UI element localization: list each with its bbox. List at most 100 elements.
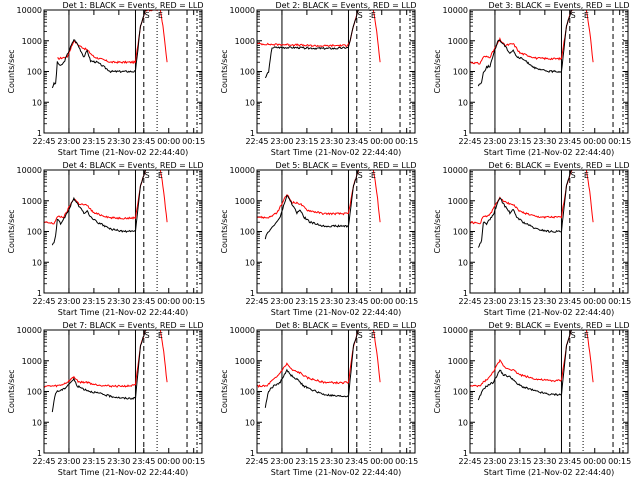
x-tick-label: 23:45 <box>132 297 155 306</box>
y-tick-label: 10 <box>32 418 42 427</box>
x-tick-label: 22:45 <box>32 137 55 146</box>
plot-frame <box>43 9 203 134</box>
plot-frame <box>469 329 629 454</box>
x-tick-label: 00:00 <box>370 297 393 306</box>
x-tick-label: 00:15 <box>608 137 631 146</box>
detector-panel: Det 5: BLACK = Events, RED = LLD Counts/s… <box>220 161 418 317</box>
detector-panel: Det 9: BLACK = Events, RED = LLD Counts/s… <box>433 321 631 477</box>
lld-series-line <box>257 330 381 388</box>
x-tick-label: 23:15 <box>508 457 531 466</box>
plot-frame <box>469 9 629 134</box>
x-tick-label: 23:45 <box>132 457 155 466</box>
panel-title: Det 5: BLACK = Events, RED = LLD <box>276 161 417 170</box>
lld-series-line <box>470 330 594 388</box>
detector-panel: Det 6: BLACK = Events, RED = LLD Counts/s… <box>433 161 631 317</box>
x-tick-label: 22:45 <box>32 457 55 466</box>
x-tick-label: 23:15 <box>82 137 105 146</box>
plot-frame <box>469 169 629 294</box>
start-marker-label: S <box>145 11 150 20</box>
panel-title: Det 4: BLACK = Events, RED = LLD <box>63 161 204 170</box>
y-tick-label: 1 <box>37 449 42 458</box>
end-marker-label: E <box>584 11 589 20</box>
x-tick-label: 23:45 <box>132 137 155 146</box>
events-series-line <box>264 330 359 408</box>
plot-frame <box>256 329 416 454</box>
x-tick-label: 00:00 <box>583 137 606 146</box>
y-tick-label: 10000 <box>443 6 468 15</box>
x-tick-label: 22:45 <box>245 137 268 146</box>
x-tick-label: 00:00 <box>157 457 180 466</box>
y-tick-label: 10 <box>458 98 468 107</box>
x-axis-label: Start Time (21-Nov-02 22:44:40) <box>58 468 188 477</box>
y-tick-label: 100 <box>240 228 255 237</box>
x-tick-label: 23:00 <box>270 137 293 146</box>
x-tick-label: 00:15 <box>182 457 205 466</box>
panel-title: Det 3: BLACK = Events, RED = LLD <box>489 1 630 10</box>
x-tick-label: 23:15 <box>295 297 318 306</box>
x-tick-label: 23:45 <box>558 297 581 306</box>
panel-title: Det 7: BLACK = Events, RED = LLD <box>63 321 204 330</box>
end-marker-label: E <box>584 331 589 340</box>
x-axis-label: Start Time (21-Nov-02 22:44:40) <box>271 148 401 157</box>
start-marker-label: S <box>571 11 576 20</box>
x-axis-label: Start Time (21-Nov-02 22:44:40) <box>58 148 188 157</box>
y-tick-label: 1000 <box>448 197 468 206</box>
y-axis-label: Counts/sec <box>220 209 229 253</box>
panel-title: Det 9: BLACK = Events, RED = LLD <box>489 321 630 330</box>
y-tick-label: 10 <box>458 418 468 427</box>
x-tick-label: 00:00 <box>583 297 606 306</box>
y-tick-label: 100 <box>453 68 468 77</box>
x-tick-label: 23:45 <box>558 137 581 146</box>
lld-series-line <box>57 10 168 65</box>
events-series-line <box>51 170 146 246</box>
start-marker-label: S <box>358 171 363 180</box>
y-axis-label: Counts/sec <box>7 209 16 253</box>
end-marker-label: E <box>371 331 376 340</box>
events-series-line <box>477 10 572 87</box>
lld-series-line <box>44 170 168 225</box>
x-tick-label: 23:00 <box>57 457 80 466</box>
x-tick-label: 00:00 <box>370 137 393 146</box>
end-marker-label: E <box>371 171 376 180</box>
detector-panel: Det 2: BLACK = Events, RED = LLD Counts/s… <box>220 1 418 157</box>
x-axis-label: Start Time (21-Nov-02 22:44:40) <box>271 468 401 477</box>
x-tick-label: 23:00 <box>483 457 506 466</box>
events-series-line <box>264 10 359 79</box>
y-tick-label: 1 <box>37 129 42 138</box>
x-tick-label: 23:00 <box>483 297 506 306</box>
y-tick-label: 10000 <box>443 326 468 335</box>
x-tick-label: 23:15 <box>82 297 105 306</box>
detector-panel: Det 7: BLACK = Events, RED = LLD Counts/s… <box>7 321 205 477</box>
lld-series-line <box>470 170 594 225</box>
x-tick-label: 00:00 <box>157 297 180 306</box>
y-axis-label: Counts/sec <box>220 369 229 413</box>
x-tick-label: 00:15 <box>608 297 631 306</box>
end-marker-label: E <box>158 331 163 340</box>
detector-panel: Det 4: BLACK = Events, RED = LLD Counts/s… <box>7 161 205 317</box>
y-tick-label: 10 <box>245 258 255 267</box>
end-marker-label: E <box>158 11 163 20</box>
x-tick-label: 00:00 <box>583 457 606 466</box>
y-tick-label: 1 <box>463 449 468 458</box>
y-tick-label: 10 <box>32 98 42 107</box>
x-tick-label: 23:00 <box>270 457 293 466</box>
end-marker-label: E <box>584 171 589 180</box>
events-series-line <box>51 10 146 89</box>
plot-frame <box>256 9 416 134</box>
x-tick-label: 00:00 <box>370 457 393 466</box>
y-axis-label: Counts/sec <box>433 49 442 93</box>
x-tick-label: 22:45 <box>245 297 268 306</box>
x-tick-label: 23:00 <box>57 297 80 306</box>
lld-series-line <box>257 170 381 223</box>
y-tick-label: 100 <box>240 388 255 397</box>
y-tick-label: 100 <box>27 388 42 397</box>
x-tick-label: 00:15 <box>182 137 205 146</box>
x-tick-label: 23:30 <box>320 457 343 466</box>
start-marker-label: S <box>571 331 576 340</box>
x-tick-label: 23:15 <box>295 137 318 146</box>
x-tick-label: 23:00 <box>270 297 293 306</box>
x-tick-label: 23:15 <box>295 457 318 466</box>
x-tick-label: 22:45 <box>245 457 268 466</box>
y-tick-label: 1000 <box>22 197 42 206</box>
